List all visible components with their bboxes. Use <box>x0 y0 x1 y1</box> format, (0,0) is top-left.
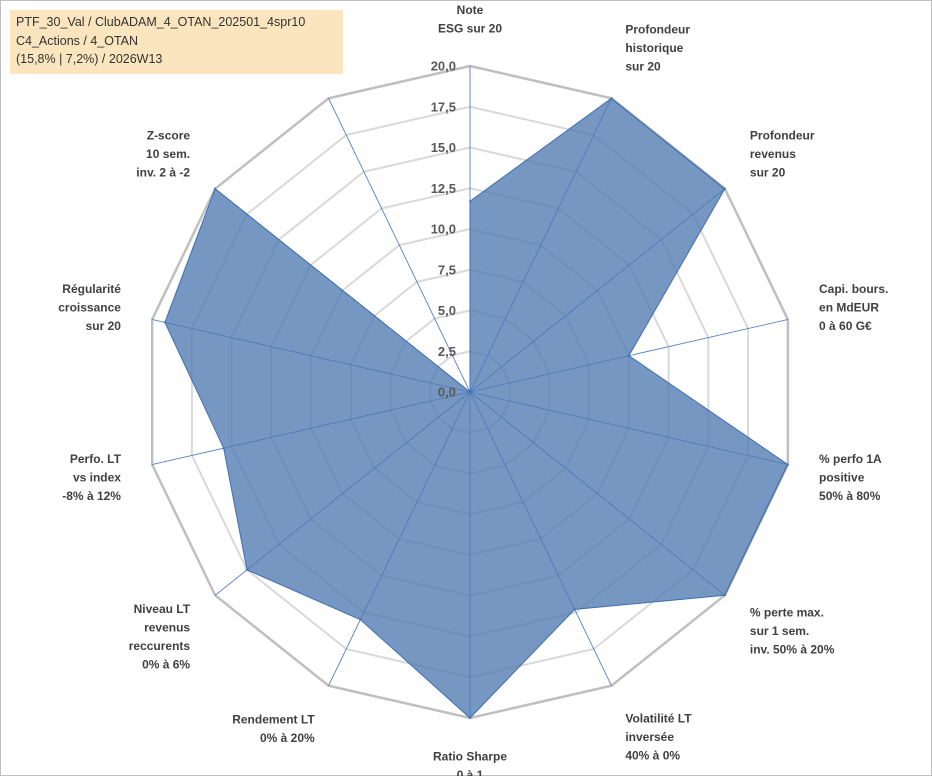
tick-label: 7,5 <box>438 262 456 277</box>
axis-label-line: sur 20 <box>86 319 122 333</box>
axis-label-7: Ratio Sharpe 0 à 1 <box>433 750 507 776</box>
radar-series <box>163 97 790 720</box>
data-point-9 <box>245 568 249 572</box>
tick-label: 10,0 <box>431 222 456 237</box>
data-point-5 <box>723 594 727 597</box>
axis-label-line: Profondeur <box>750 129 815 143</box>
data-point-10 <box>222 447 225 450</box>
radar-tick-labels: 0,0 2,5 5,0 7,5 10,0 12,5 15,0 17,5 20,0 <box>431 59 456 400</box>
axis-label-5: % perte max. sur 1 sem. inv. 50% à 20% <box>750 606 835 657</box>
axis-label-3: Capi. bours. en MdEUR 0 à 60 G€ <box>819 282 888 333</box>
data-point-3 <box>627 354 631 357</box>
axis-label-line: inversée <box>625 730 674 744</box>
axis-label-line: 0 à 1 <box>457 768 484 776</box>
axis-label-12: Z-score 10 sem. inv. 2 à -2 <box>136 129 190 180</box>
axis-label-line: Perfo. LT <box>70 452 122 466</box>
tick-label: 15,0 <box>431 140 456 155</box>
axis-label-line: Niveau LT <box>134 602 191 616</box>
axis-label-line: % perte max. <box>750 606 824 620</box>
axis-label-line: % perfo 1A <box>819 452 882 466</box>
axis-label-line: inv. 50% à 20% <box>750 642 835 656</box>
axis-label-line: inv. 2 à -2 <box>136 165 190 179</box>
axis-label-line: 40% à 0% <box>625 748 680 762</box>
tick-label: 20,0 <box>431 59 456 74</box>
series-area-0 <box>164 97 789 719</box>
axis-label-line: croissance <box>58 300 121 314</box>
data-point-1 <box>610 97 613 100</box>
data-point-6 <box>573 608 576 611</box>
axis-label-9: Niveau LT revenus reccurents 0% à 6% <box>129 602 191 671</box>
data-point-12 <box>213 187 217 190</box>
data-point-8 <box>359 618 362 621</box>
legend-line-1: PTF_30_Val / ClubADAM_4_OTAN_202501_4spr… <box>16 15 306 29</box>
axis-label-6: Volatilité LT inversée 40% à 0% <box>625 712 692 763</box>
axis-label-line: 10 sem. <box>146 147 190 161</box>
data-point-13 <box>468 390 472 394</box>
spoke-13 <box>328 98 471 393</box>
tick-label: 17,5 <box>431 99 456 114</box>
tick-label: 12,5 <box>431 181 456 196</box>
axis-label-line: Volatilité LT <box>625 712 692 726</box>
axis-label-11: Régularité croissance sur 20 <box>58 282 121 333</box>
axis-label-line: en MdEUR <box>819 300 879 314</box>
axis-label-line: Capi. bours. <box>819 282 888 296</box>
axis-label-line: sur 20 <box>750 165 786 179</box>
axis-label-line: Ratio Sharpe <box>433 750 507 764</box>
data-point-0 <box>468 200 472 203</box>
axis-label-line: 0 à 60 G€ <box>819 319 872 333</box>
axis-label-4: % perfo 1A positive 50% à 80% <box>819 452 882 503</box>
axis-label-line: Z-score <box>147 129 191 143</box>
axis-label-line: 0% à 6% <box>142 657 190 671</box>
axis-label-line: 0% à 20% <box>260 731 315 745</box>
axis-label-line: Rendement LT <box>232 713 315 727</box>
axis-label-line: revenus <box>750 147 796 161</box>
axis-label-line: revenus <box>144 620 190 634</box>
axis-label-2: Profondeur revenus sur 20 <box>750 129 815 180</box>
data-point-4 <box>786 463 790 466</box>
axis-label-line: 50% à 80% <box>819 489 881 503</box>
axis-label-line: ESG sur 20 <box>438 22 502 36</box>
axis-label-line: Profondeur <box>625 23 690 37</box>
axis-label-line: sur 1 sem. <box>750 624 809 638</box>
tick-label: 0,0 <box>438 385 456 400</box>
axis-label-10: Perfo. LT vs index -8% à 12% <box>62 452 121 503</box>
axis-label-line: reccurents <box>129 639 191 653</box>
axis-label-1: Profondeur historique sur 20 <box>625 23 690 74</box>
axis-label-line: sur 20 <box>625 59 661 73</box>
axis-label-line: vs index <box>73 471 121 485</box>
radar-axis-labels: Note ESG sur 20 Profondeur historique sur 20… <box>58 3 888 776</box>
axis-label-0: Note ESG sur 20 <box>438 3 502 35</box>
axis-label-8: Rendement LT 0% à 20% <box>232 713 315 745</box>
tick-label: 5,0 <box>438 303 456 318</box>
data-point-2 <box>723 187 727 190</box>
axis-label-line: positive <box>819 471 865 485</box>
legend-line-3: (15,8% | 7,2%) / 2026W13 <box>16 52 163 66</box>
axis-label-line: historique <box>625 41 683 55</box>
legend-line-2: C4_Actions / 4_OTAN <box>16 33 139 48</box>
axis-label-line: Note <box>457 3 484 17</box>
tick-label: 2,5 <box>438 344 456 359</box>
chart-legend-box: PTF_30_Val / ClubADAM_4_OTAN_202501_4spr… <box>10 10 343 74</box>
data-point-7 <box>468 716 472 720</box>
axis-label-line: Régularité <box>62 282 121 296</box>
axis-label-line: -8% à 12% <box>62 489 121 503</box>
data-point-11 <box>163 321 167 324</box>
